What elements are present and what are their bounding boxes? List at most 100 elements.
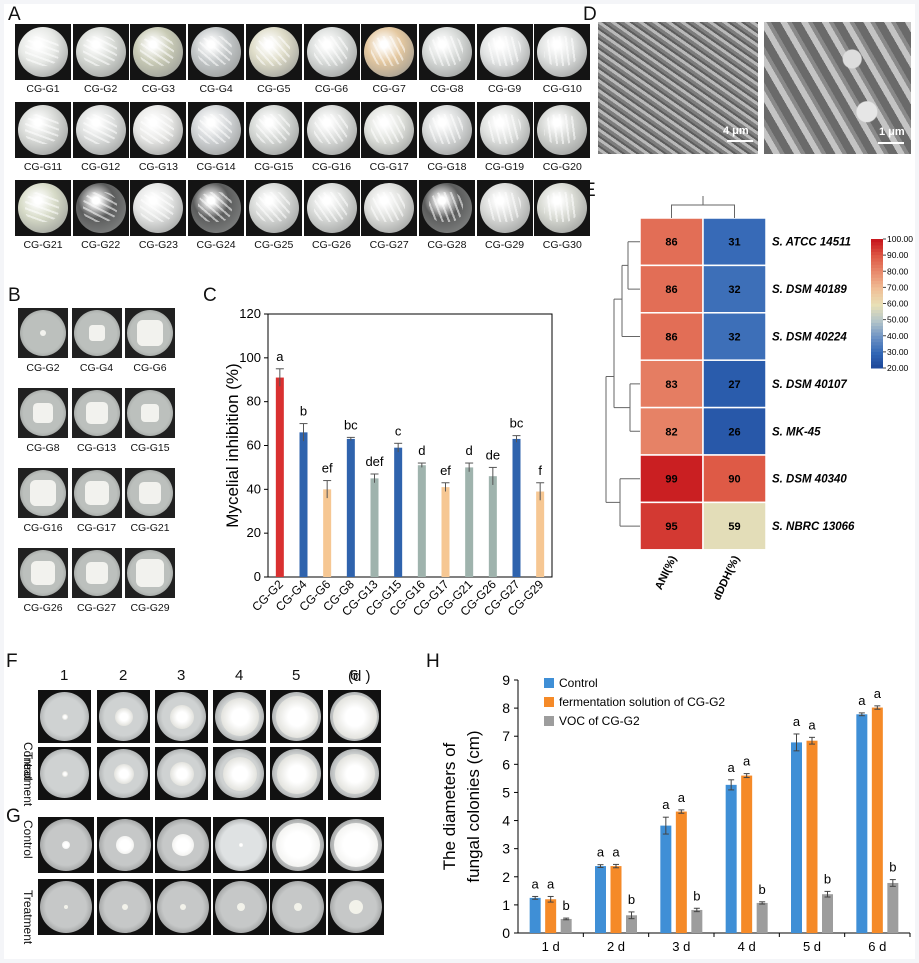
heatmap-cell xyxy=(639,406,704,456)
fungal-colony xyxy=(137,320,163,346)
colorbar-segment xyxy=(871,351,883,356)
legend-label: VOC of CG-G2 xyxy=(559,714,640,728)
fungal-colony xyxy=(332,694,377,739)
y-tick-label: 7 xyxy=(502,728,510,744)
plate-label: CG-G16 xyxy=(311,161,352,173)
significance-letter: b xyxy=(889,860,896,875)
colorbar-segment xyxy=(871,342,883,346)
colorbar-segment xyxy=(871,287,883,292)
streak-growth xyxy=(371,114,406,144)
x-tick-label: 4 d xyxy=(738,939,756,954)
colorbar-tick-label: 20.00 xyxy=(887,363,909,373)
bar xyxy=(536,491,545,577)
y-tick-label: 3 xyxy=(502,841,510,857)
significance-letter: ef xyxy=(440,463,451,478)
cell-value: 32 xyxy=(728,284,740,296)
fungal-colony xyxy=(239,843,243,847)
significance-letter: de xyxy=(486,447,500,462)
plate-label: CG-G21 xyxy=(23,239,63,251)
fungal-colony xyxy=(139,482,161,504)
plate-label: CG-G5 xyxy=(257,83,291,95)
heatmap-cell xyxy=(639,501,704,551)
significance-letter: def xyxy=(365,454,383,469)
fungal-colony xyxy=(349,900,363,914)
cell-value: 95 xyxy=(665,521,677,533)
plate-label: CG-G29 xyxy=(485,239,525,251)
plate-label: CG-G16 xyxy=(23,522,63,534)
fungal-colony xyxy=(180,904,186,910)
plate-label: CG-G20 xyxy=(542,161,582,173)
significance-letter: b xyxy=(300,404,307,419)
x-tick-label: 6 d xyxy=(868,939,886,954)
significance-letter: b xyxy=(824,871,831,886)
bar xyxy=(756,902,768,933)
significance-letter: f xyxy=(538,463,542,478)
sem-image-right xyxy=(764,22,911,154)
y-tick-label: 120 xyxy=(239,306,261,321)
bar xyxy=(488,476,497,577)
bar xyxy=(887,882,899,933)
plate-label: CG-G17 xyxy=(369,161,409,173)
y-tick-label: 1 xyxy=(502,897,510,913)
plate-label: CG-G10 xyxy=(542,83,582,95)
plate-label: CG-G22 xyxy=(81,239,121,251)
colorbar-segment xyxy=(871,303,883,308)
row-dendrogram xyxy=(605,241,640,527)
plate-label: CG-G4 xyxy=(79,362,114,374)
bar xyxy=(323,489,332,577)
significance-letter: c xyxy=(395,423,402,438)
bar xyxy=(871,707,883,933)
plate-label: CG-G17 xyxy=(76,522,117,534)
colorbar-segment xyxy=(871,355,883,359)
row-label: S. DSM 40340 xyxy=(772,474,847,486)
legend-label: fermentation solution of CG-G2 xyxy=(559,695,725,709)
significance-letter: a xyxy=(743,754,751,769)
streak-growth xyxy=(544,192,579,222)
colorbar-segment xyxy=(871,322,883,327)
x-tick-label: 5 d xyxy=(803,939,821,954)
streak-growth xyxy=(428,36,463,66)
colorbar-segment xyxy=(871,338,883,343)
colorbar-segment xyxy=(871,264,883,269)
plate-label: CG-G24 xyxy=(196,239,236,251)
plate-label: CG-G29 xyxy=(130,602,170,614)
plate-label: CG-G2 xyxy=(84,83,118,95)
cell-value: 86 xyxy=(665,332,677,344)
significance-letter: a xyxy=(808,717,816,732)
bar xyxy=(856,714,868,933)
colorbar-segment xyxy=(871,242,883,246)
x-tick-label: 2 d xyxy=(607,939,625,954)
y-axis-title-line2: fungal colonies (cm) xyxy=(464,730,483,882)
colorbar-segment xyxy=(871,277,883,282)
y-axis-title-line1: The diameters of xyxy=(440,742,459,870)
colorbar-segment xyxy=(871,248,883,253)
bar xyxy=(675,811,687,933)
plate-label: CG-G11 xyxy=(23,161,63,173)
colorbar-segment xyxy=(871,309,883,314)
colorbar-tick-label: 30.00 xyxy=(887,347,909,357)
fungal-colony xyxy=(122,904,128,910)
colorbar-segment xyxy=(871,284,883,288)
fungal-colony xyxy=(220,697,259,736)
streak-growth xyxy=(544,114,579,144)
colorbar-tick-label: 80.00 xyxy=(887,266,909,276)
row-label: S. ATCC 14511 xyxy=(772,237,851,249)
streak-growth xyxy=(140,192,175,222)
colorbar-segment xyxy=(871,251,883,256)
streak-growth xyxy=(140,114,175,144)
fungal-colony xyxy=(136,559,164,587)
plate-label: CG-G18 xyxy=(427,161,467,173)
colorbar-segment xyxy=(871,268,883,272)
cell-value: 82 xyxy=(665,426,677,438)
bar xyxy=(791,742,802,933)
row-label: S. DSM 40107 xyxy=(772,379,847,391)
significance-letter: a xyxy=(793,714,801,729)
significance-letter: a xyxy=(612,844,620,859)
significance-letter: ef xyxy=(322,461,333,476)
colorbar-segment xyxy=(871,348,883,353)
plate-label: CG-G13 xyxy=(76,442,117,454)
heatmap-cell xyxy=(702,406,767,456)
bar xyxy=(691,909,703,933)
fungal-colony xyxy=(276,823,320,867)
